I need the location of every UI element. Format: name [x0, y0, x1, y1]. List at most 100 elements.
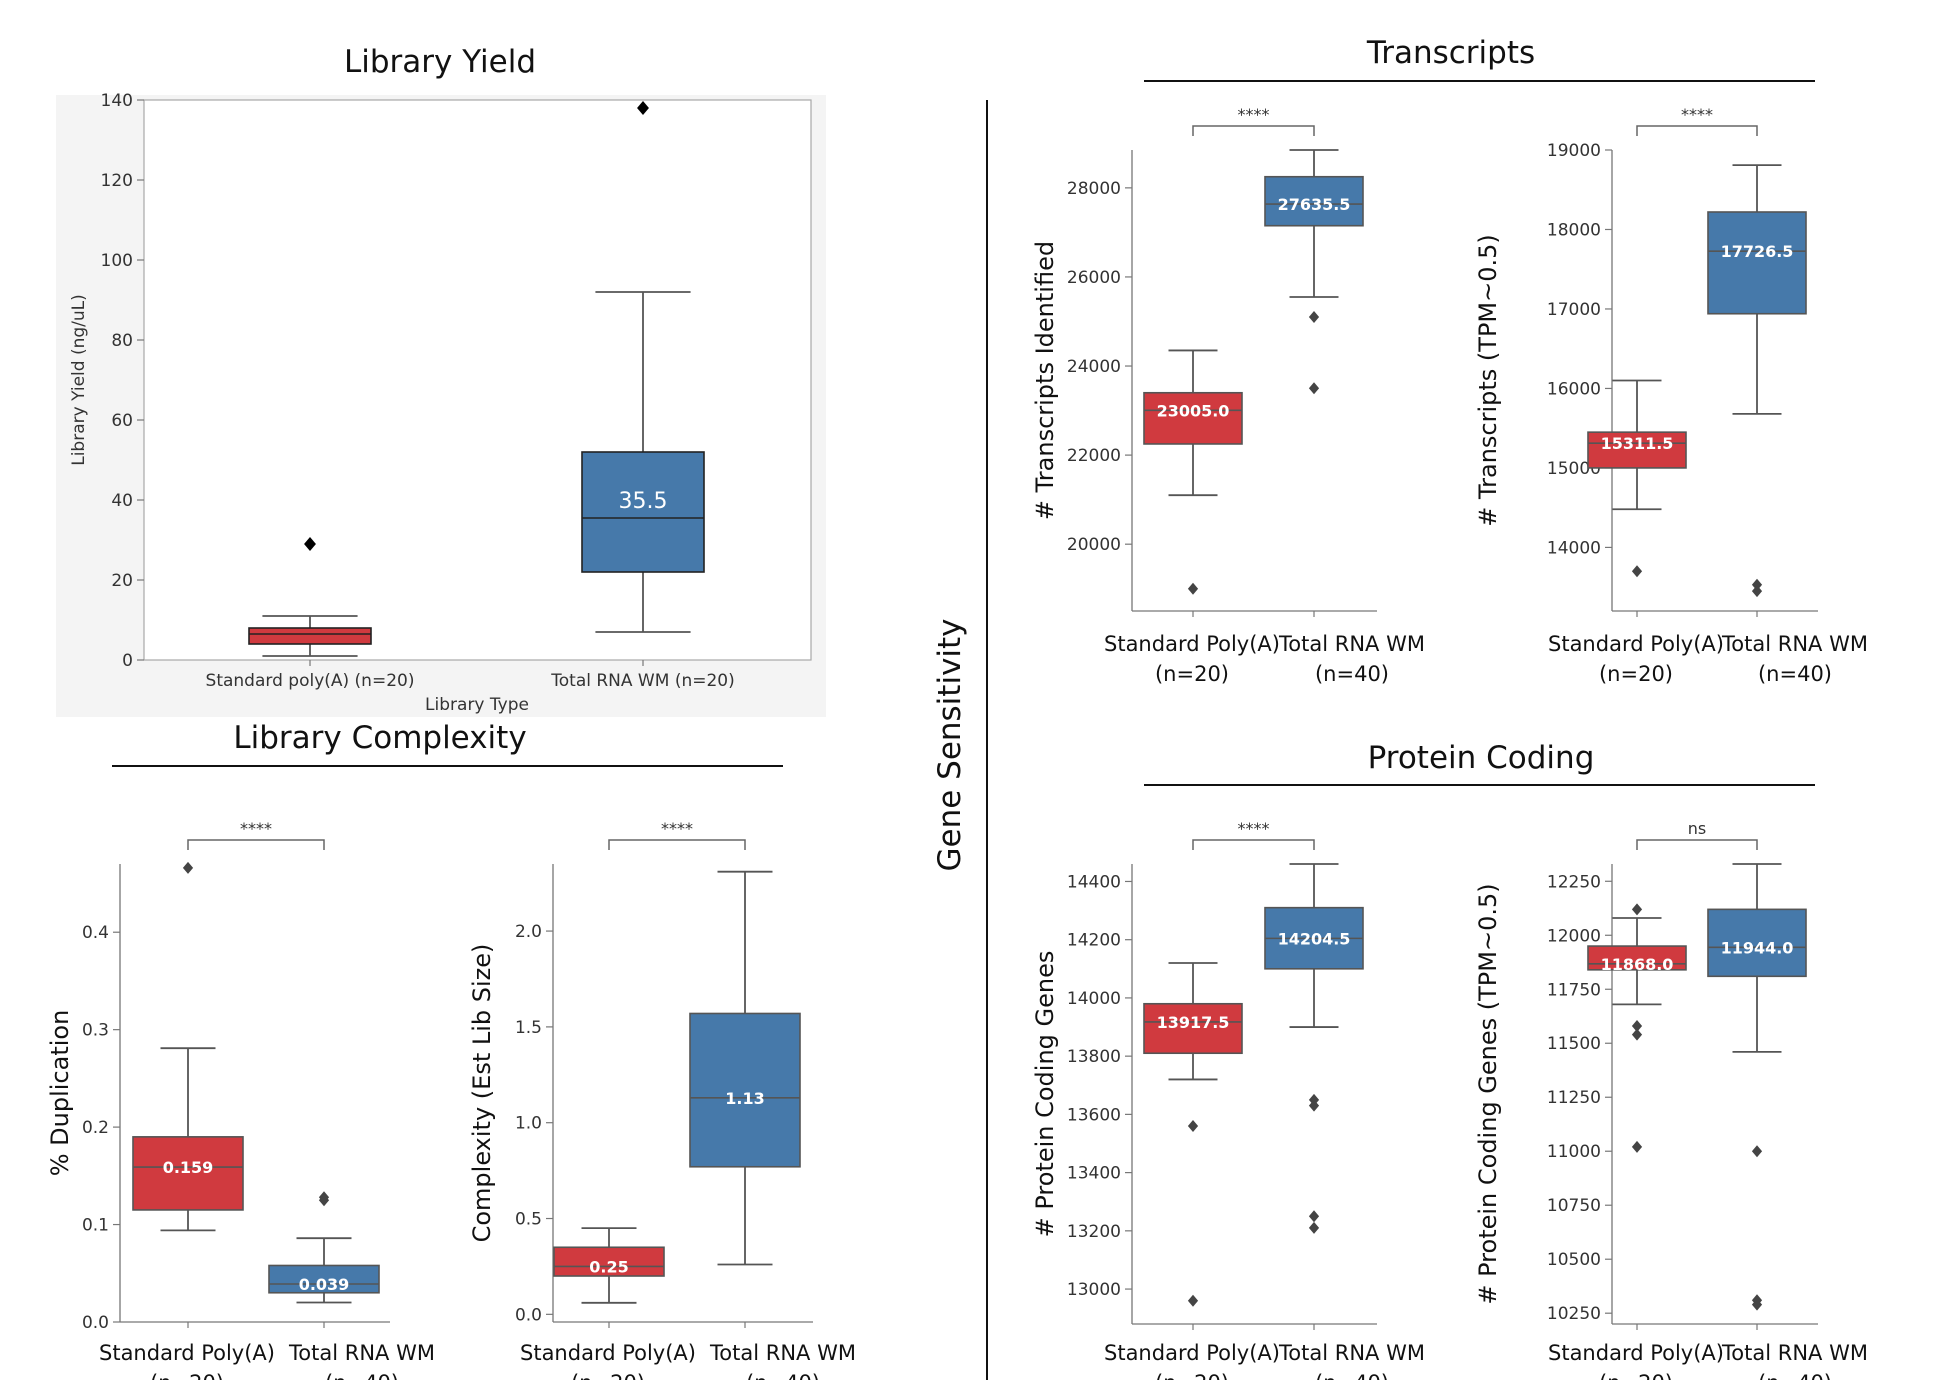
y-tick-label: 14000 [1547, 538, 1601, 558]
significance-label: **** [1681, 105, 1713, 124]
y-tick-label: 20000 [1067, 535, 1121, 555]
y-tick-label: 0.4 [82, 923, 109, 943]
outlier-point [1631, 1019, 1643, 1032]
significance-label: **** [1238, 819, 1270, 838]
significance-bracket [1636, 839, 1758, 850]
outlier-point [304, 537, 316, 551]
box-blue [689, 1012, 801, 1168]
yield-plot-area [143, 99, 812, 661]
x-category-label: Total RNA WM [709, 1341, 856, 1365]
y-tick-label: 11500 [1547, 1034, 1601, 1054]
x-category-label: Total RNA WM [1278, 1341, 1425, 1365]
y-tick-label: 40 [111, 491, 133, 511]
outlier-point [1751, 585, 1763, 598]
protein-coding-chart: 13000 13200 13400 13600 13800 14000 14200 14400… [1031, 819, 1425, 1380]
outlier-point [1631, 1028, 1643, 1041]
outlier-point [1751, 1145, 1763, 1158]
y-axis-title: Complexity (Est Lib Size) [468, 944, 496, 1243]
x-category-label: Standard Poly(A) [1104, 632, 1280, 656]
library-yield-title: Library Yield [344, 44, 536, 80]
x-category-count: (n=20) [1155, 1371, 1229, 1380]
y-tick-label: 26000 [1067, 268, 1121, 288]
outlier-point [318, 1194, 330, 1207]
y-tick-label: 28000 [1067, 179, 1121, 199]
box-red [1143, 391, 1243, 445]
outlier-point [1631, 565, 1643, 578]
median-value-label: 17726.5 [1721, 242, 1794, 261]
y-tick-label: 11000 [1547, 1142, 1601, 1162]
y-tick-label: 2.0 [515, 922, 542, 942]
protein-coding-title: Protein Coding [1368, 740, 1595, 776]
transcripts-tpm-chart: 14000150001600017000180001900015311.5177… [1474, 105, 1868, 686]
y-tick-label: 24000 [1067, 357, 1121, 377]
outlier-point [1751, 1298, 1763, 1311]
x-category-label: Standard Poly(A) [520, 1341, 696, 1365]
significance-label: **** [1238, 105, 1270, 124]
y-tick-label: 120 [101, 171, 133, 191]
significance-label: ns [1688, 819, 1706, 838]
x-category-count: (n=20) [1155, 662, 1229, 686]
median-value-label: 14204.5 [1278, 929, 1351, 948]
outlier-point [1751, 578, 1763, 591]
outlier-point [1187, 1120, 1199, 1133]
x-axis-title: Library Type [425, 695, 529, 715]
y-tick-label: 14400 [1067, 872, 1121, 892]
significance-bracket [1636, 125, 1758, 136]
box-red [553, 1246, 665, 1277]
outlier-point [1308, 1099, 1320, 1112]
y-tick-label: 13600 [1067, 1105, 1121, 1125]
outlier-point [1308, 382, 1320, 395]
x-category-label: Standard Poly(A) [1104, 1341, 1280, 1365]
median-value-label: 0.039 [299, 1275, 350, 1294]
median-value-label: 0.25 [589, 1257, 628, 1276]
x-category-count: (n=20) [1599, 1371, 1673, 1380]
x-category-label: Standard poly(A) (n=20) [206, 671, 415, 691]
x-category-count: (n=40) [746, 1371, 820, 1380]
y-tick-label: 11750 [1547, 980, 1601, 1000]
median-value-label: 0.159 [163, 1158, 214, 1177]
box-red [248, 627, 372, 645]
x-category-count: (n=40) [1315, 1371, 1389, 1380]
y-axis-title: Library Yield (ng/uL) [69, 294, 89, 466]
y-tick-label: 0.3 [82, 1021, 109, 1041]
x-category-label: Total RNA WM (n=20) [550, 671, 734, 691]
significance-bracket [187, 839, 325, 850]
y-tick-label: 1.5 [515, 1018, 542, 1038]
significance-label: **** [240, 819, 272, 838]
y-tick-label: 0.0 [515, 1305, 542, 1325]
y-tick-label: 60 [111, 411, 133, 431]
y-tick-label: 0.2 [82, 1118, 109, 1138]
y-tick-label: 140 [101, 91, 133, 111]
y-tick-label: 20 [111, 571, 133, 591]
y-tick-label: 0.1 [82, 1216, 109, 1236]
y-tick-label: 13000 [1067, 1280, 1121, 1300]
x-category-count: (n=20) [150, 1371, 224, 1380]
x-category-count: (n=20) [1599, 662, 1673, 686]
y-tick-label: 10750 [1547, 1196, 1601, 1216]
outlier-point [1631, 903, 1643, 916]
outlier-point [637, 101, 649, 115]
duplication-chart: 0.0 0.1 0.2 0.3 0.4 0.159 0.039 Standard Poly(A… [46, 819, 435, 1380]
y-tick-label: 1.0 [515, 1114, 542, 1134]
x-category-count: (n=40) [1758, 1371, 1832, 1380]
outlier-point [1308, 311, 1320, 324]
box-red [132, 1136, 244, 1211]
box-blue [1264, 175, 1364, 227]
y-tick-label: 13800 [1067, 1047, 1121, 1067]
outlier-point [1308, 1221, 1320, 1234]
box-blue [1707, 211, 1807, 315]
significance-bracket [1192, 125, 1315, 136]
y-axis-title: % Duplication [46, 1010, 74, 1177]
box-blue [1707, 908, 1807, 978]
y-tick-label: 11250 [1547, 1088, 1601, 1108]
y-axis-title: # Transcripts (TPM~0.5) [1474, 234, 1502, 527]
x-category-count: (n=40) [1758, 662, 1832, 686]
significance-label: **** [661, 819, 693, 838]
median-value-label: 23005.0 [1157, 401, 1230, 420]
median-value-label: 27635.5 [1278, 195, 1351, 214]
x-category-label: Standard Poly(A) [99, 1341, 275, 1365]
y-tick-label: 16000 [1547, 379, 1601, 399]
complexity-chart: 0.0 0.5 1.0 1.5 2.0 0.25 1.13 Standard Poly(A) (… [468, 819, 856, 1380]
y-tick-label: 0 [122, 651, 133, 671]
